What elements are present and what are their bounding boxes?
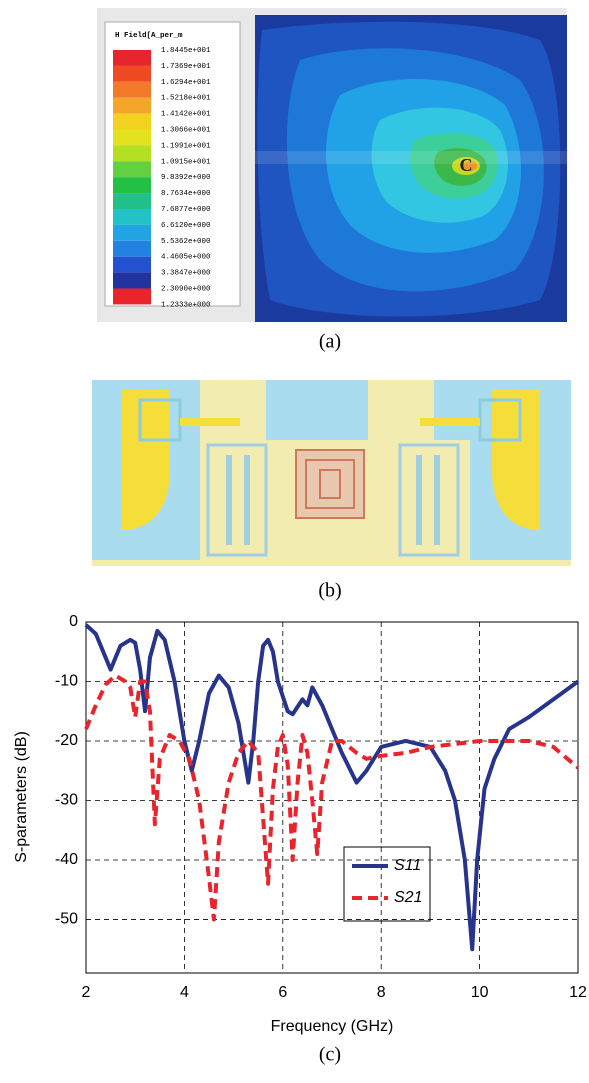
x-tick-label: 12 [569, 984, 587, 1001]
gap [266, 380, 368, 440]
y-tick-label: 0 [69, 613, 78, 630]
y-tick-label: -30 [55, 792, 78, 809]
caption: (b) [318, 580, 341, 602]
legend-label: S21 [394, 889, 422, 906]
legend-label: 4.4605e+000 [161, 254, 211, 262]
field-band [255, 151, 567, 164]
legend-swatch [113, 161, 151, 177]
stub [420, 418, 480, 426]
ground-strip [92, 560, 571, 566]
legend-label: 1.5218e+001 [161, 95, 211, 103]
x-tick-label: 8 [377, 984, 386, 1001]
legend-swatch [113, 289, 151, 305]
figure: C H Field[A_per_m 1.8445e+001 1.7369e+001… [0, 0, 589, 1078]
port-marker: C [460, 155, 473, 175]
x-tick-label: 4 [180, 984, 189, 1001]
x-axis-label: Frequency (GHz) [271, 1018, 394, 1035]
caption: (c) [319, 1044, 341, 1066]
legend-swatch [113, 177, 151, 193]
legend-swatch [113, 257, 151, 273]
x-tick-label: 2 [82, 984, 91, 1001]
slot [434, 455, 440, 545]
legend-swatch [113, 98, 151, 114]
field-plot: C H Field[A_per_m 1.8445e+001 1.7369e+001… [97, 8, 567, 322]
slot [226, 455, 232, 545]
feed-line [200, 380, 266, 440]
legend-swatch [113, 193, 151, 209]
legend-label: 1.3066e+001 [161, 126, 211, 134]
slot [244, 455, 250, 545]
legend-swatch [113, 114, 151, 130]
plot-area [86, 622, 578, 973]
legend-label: 6.6120e+000 [161, 222, 211, 230]
legend-label: S11 [394, 857, 421, 874]
stub [180, 418, 240, 426]
legend-swatch [113, 241, 151, 257]
legend-swatch [113, 145, 151, 161]
legend-swatch [113, 225, 151, 241]
legend-swatch [113, 66, 151, 82]
y-tick-label: -10 [55, 673, 78, 690]
caption: (a) [319, 331, 341, 353]
legend-label: 1.8445e+001 [161, 47, 211, 55]
legend-swatch [113, 50, 151, 66]
legend-label: 3.3847e+000 [161, 270, 211, 278]
legend-label: 1.0915e+001 [161, 158, 211, 166]
legend-label: 5.5362e+000 [161, 238, 211, 246]
legend-label: 1.2333e+000 [161, 301, 211, 309]
legend-label: 1.1991e+001 [161, 142, 211, 150]
legend-label: 1.6294e+001 [161, 79, 211, 87]
legend-label: 1.7369e+001 [161, 63, 211, 71]
legend-label: 1.4142e+001 [161, 111, 211, 119]
legend-swatch [113, 209, 151, 225]
legend-label: 7.6877e+000 [161, 206, 211, 214]
legend-swatch [113, 273, 151, 289]
legend-swatch [113, 82, 151, 98]
legend-swatch [113, 130, 151, 146]
legend-label: 8.7634e+000 [161, 190, 211, 198]
legend-label: 2.3090e+000 [161, 285, 211, 293]
s-parameter-chart: Frequency (GHz) S-parameters (dB) 2 4 6 8 10… [13, 613, 587, 1035]
layout-diagram [92, 380, 571, 566]
y-axis-label: S-parameters (dB) [13, 731, 30, 863]
y-tick-label: -20 [55, 732, 78, 749]
slot [416, 455, 422, 545]
feed-line [368, 380, 434, 440]
legend-title: H Field[A_per_m [115, 32, 183, 40]
y-tick-label: -50 [55, 911, 78, 928]
y-tick-label: -40 [55, 851, 78, 868]
x-tick-label: 10 [471, 984, 489, 1001]
legend-label: 9.8392e+000 [161, 174, 211, 182]
x-tick-label: 6 [278, 984, 287, 1001]
